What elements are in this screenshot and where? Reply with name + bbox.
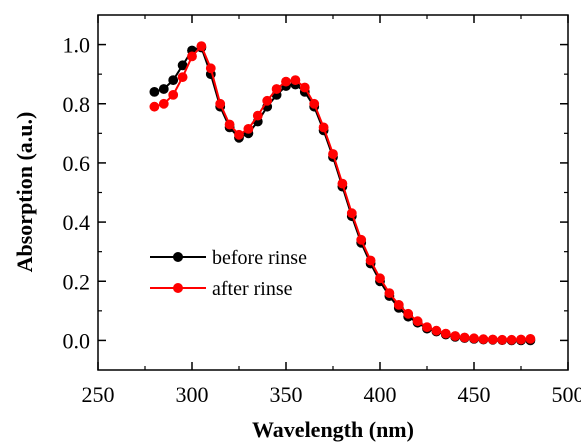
data-point xyxy=(149,87,160,97)
legend-item: before rinse xyxy=(150,247,307,269)
data-point xyxy=(487,334,498,345)
data-point xyxy=(215,98,226,109)
data-point xyxy=(309,98,320,109)
data-point xyxy=(168,75,179,85)
legend-label: before rinse xyxy=(212,247,307,269)
series-line xyxy=(154,46,531,342)
data-point xyxy=(234,129,244,140)
y-tick-label: 0.2 xyxy=(63,269,91,294)
legend: before rinse after rinse xyxy=(150,247,307,300)
data-point xyxy=(337,178,348,189)
data-point xyxy=(158,84,169,94)
axis-ticks: 250 300 350 400 450 500 0.0 0.2 0.4 0.6 0.8 1.0 xyxy=(63,15,581,407)
plot-area-border xyxy=(97,14,569,371)
y-tick-label: 0.0 xyxy=(63,328,91,353)
data-point xyxy=(516,334,526,345)
data-point xyxy=(281,76,291,87)
plot-frame xyxy=(97,14,569,371)
data-point xyxy=(187,51,197,62)
data-point xyxy=(431,325,442,336)
data-point xyxy=(450,331,461,341)
data-point xyxy=(328,149,338,159)
data-point xyxy=(149,101,160,112)
y-tick-label: 0.4 xyxy=(63,210,91,235)
y-tick-label: 1.0 xyxy=(63,33,91,58)
data-point xyxy=(318,122,329,133)
data-point xyxy=(356,234,367,245)
y-tick-label: 0.6 xyxy=(63,151,91,176)
data-point xyxy=(422,322,432,332)
data-point xyxy=(224,119,235,130)
data-point xyxy=(262,95,273,106)
x-tick-label: 300 xyxy=(176,382,209,407)
series-line xyxy=(154,44,531,341)
data-point xyxy=(196,41,207,51)
x-axis-title: Wavelength (nm) xyxy=(252,417,414,442)
data-point xyxy=(403,308,414,319)
legend-label: after rinse xyxy=(212,278,293,300)
x-tick-label: 250 xyxy=(82,382,115,407)
x-tick-label: 450 xyxy=(458,382,491,407)
legend-swatch-marker xyxy=(173,252,183,262)
series-after-rinse xyxy=(149,41,536,345)
legend-swatch-marker xyxy=(173,283,183,293)
data-point xyxy=(158,98,169,109)
data-point xyxy=(290,75,301,85)
y-axis-title: Absorption (a.u.) xyxy=(12,112,37,273)
data-point xyxy=(393,299,404,310)
data-point xyxy=(299,82,310,93)
data-point xyxy=(384,288,395,298)
data-point xyxy=(459,332,470,343)
data-point xyxy=(346,208,357,219)
data-point xyxy=(412,316,423,327)
data-point xyxy=(168,90,179,100)
series-before-rinse xyxy=(149,42,536,346)
data-point xyxy=(478,334,489,345)
x-tick-label: 500 xyxy=(552,382,581,407)
data-point xyxy=(469,333,479,344)
data-point xyxy=(252,110,263,121)
data-point xyxy=(497,334,508,345)
x-tick-label: 400 xyxy=(364,382,397,407)
data-point xyxy=(177,72,188,82)
data-point xyxy=(440,328,451,339)
data-point xyxy=(205,63,216,74)
data-point xyxy=(365,255,376,266)
data-point xyxy=(243,123,254,134)
data-point xyxy=(506,334,517,345)
legend-item: after rinse xyxy=(150,278,293,300)
series-layer xyxy=(149,41,536,346)
data-point xyxy=(375,273,385,284)
y-tick-label: 0.8 xyxy=(63,92,91,117)
data-point xyxy=(271,84,282,94)
data-point xyxy=(525,333,536,344)
x-tick-label: 350 xyxy=(270,382,303,407)
